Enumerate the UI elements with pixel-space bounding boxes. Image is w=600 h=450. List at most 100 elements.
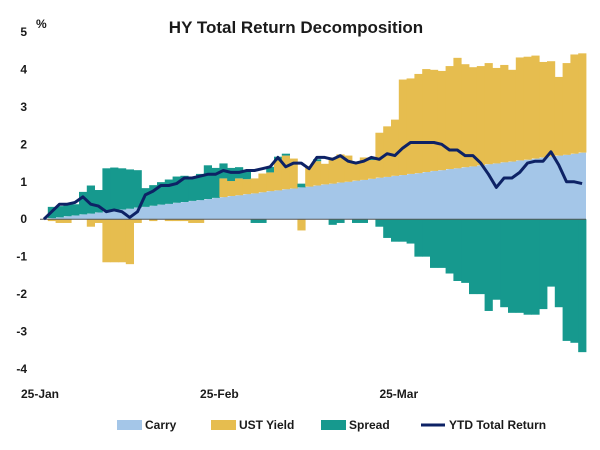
ust-yield-bar	[118, 219, 127, 263]
plot-area	[40, 53, 587, 353]
spread-bar	[430, 219, 439, 268]
ust-yield-bar	[274, 160, 283, 191]
legend-item: Spread	[321, 418, 390, 432]
spread-bar	[164, 179, 173, 204]
ust-yield-bar	[508, 69, 517, 162]
y-tick-label: 0	[20, 212, 27, 226]
ust-yield-bar	[515, 57, 524, 161]
y-tick-label: 2	[20, 137, 27, 151]
ust-yield-bar	[554, 76, 563, 156]
spread-bar	[500, 219, 509, 308]
spread-bar	[539, 219, 548, 310]
legend-swatch	[211, 420, 236, 430]
ust-yield-bar	[352, 161, 361, 181]
spread-bar	[336, 219, 345, 223]
ust-yield-bar	[219, 178, 228, 198]
spread-bar	[172, 176, 181, 203]
chart-title: HY Total Return Decomposition	[169, 18, 423, 37]
spread-bar	[391, 219, 400, 242]
y-tick-label: 5	[20, 25, 27, 39]
ust-yield-bar	[422, 69, 431, 173]
spread-bar	[110, 167, 119, 211]
ust-yield-bar	[492, 67, 501, 164]
x-tick-label: 25-Feb	[200, 387, 239, 401]
ust-yield-bar	[149, 219, 158, 222]
ust-yield-bar	[266, 172, 275, 192]
y-tick-label: 4	[20, 62, 27, 76]
legend-item: UST Yield	[211, 418, 294, 432]
spread-bar	[133, 170, 142, 208]
ust-yield-bar	[336, 154, 345, 183]
spread-bar	[570, 219, 579, 343]
legend-swatch	[117, 420, 142, 430]
ust-yield-bar	[172, 219, 181, 222]
spread-bar	[266, 166, 275, 173]
spread-bar	[398, 219, 407, 242]
x-axis-ticks: 25-Jan 25-Feb 25-Mar	[21, 387, 418, 401]
spread-bar	[63, 203, 72, 217]
spread-bar	[375, 219, 384, 227]
legend-label: Carry	[145, 418, 177, 432]
ust-yield-bar	[430, 69, 439, 171]
ust-yield-bar	[297, 219, 306, 231]
spread-bar	[508, 219, 517, 313]
spread-bar	[188, 176, 197, 201]
spread-bar	[157, 182, 166, 205]
ust-yield-bar	[375, 132, 384, 178]
spread-bar	[461, 219, 470, 283]
spread-bar	[102, 168, 111, 212]
y-tick-label: -3	[16, 325, 27, 339]
spread-bar	[359, 219, 368, 223]
spread-bar	[55, 206, 64, 218]
y-axis-unit-label: %	[36, 17, 47, 31]
spread-bar	[406, 219, 415, 244]
spread-bar	[484, 219, 493, 311]
ust-yield-bar	[383, 126, 392, 177]
spread-bar	[492, 219, 501, 300]
legend-label: UST Yield	[239, 418, 294, 432]
y-tick-label: -2	[16, 287, 27, 301]
x-tick-label: 25-Mar	[379, 387, 418, 401]
spread-bar	[523, 219, 532, 315]
spread-bar	[258, 219, 267, 223]
spread-bar	[227, 167, 236, 182]
spread-bar	[383, 219, 392, 238]
legend-label: Spread	[349, 418, 390, 432]
spread-bar	[125, 169, 134, 209]
spread-bar	[445, 219, 454, 274]
ust-yield-bar	[102, 219, 111, 263]
y-tick-label: -1	[16, 250, 27, 264]
spread-bar	[476, 219, 485, 295]
ust-yield-bar	[367, 160, 376, 179]
ust-yield-bar	[227, 181, 236, 197]
legend-item: Carry	[117, 418, 177, 432]
y-tick-label: 1	[20, 175, 27, 189]
ust-yield-bar	[359, 157, 368, 180]
ust-yield-bar	[523, 56, 532, 160]
ust-yield-bar	[461, 64, 470, 168]
ust-yield-bar	[164, 219, 173, 222]
spread-bar	[297, 183, 306, 188]
spread-bar	[578, 219, 587, 353]
legend-swatch	[321, 420, 346, 430]
ust-yield-bar	[578, 53, 587, 153]
ust-yield-bar	[125, 219, 134, 265]
y-axis-ticks: -4 -3 -2 -1 0 1 2 3 4 5	[16, 25, 27, 376]
spread-bar	[118, 168, 127, 210]
spread-bar	[328, 219, 337, 225]
ust-yield-bar	[86, 219, 95, 227]
ust-yield-bar	[328, 157, 337, 184]
ust-yield-bar	[437, 70, 446, 171]
ust-yield-bar	[47, 219, 56, 222]
ust-yield-bar	[406, 78, 415, 174]
spread-bar	[250, 219, 259, 223]
spread-bar	[414, 219, 423, 257]
spread-bar	[242, 171, 251, 180]
ust-yield-bar	[476, 66, 485, 166]
legend-label: YTD Total Return	[449, 418, 546, 432]
ust-yield-bar	[63, 219, 72, 223]
ust-yield-bar	[313, 161, 322, 186]
spread-bar	[196, 173, 205, 201]
spread-bar	[437, 219, 446, 268]
